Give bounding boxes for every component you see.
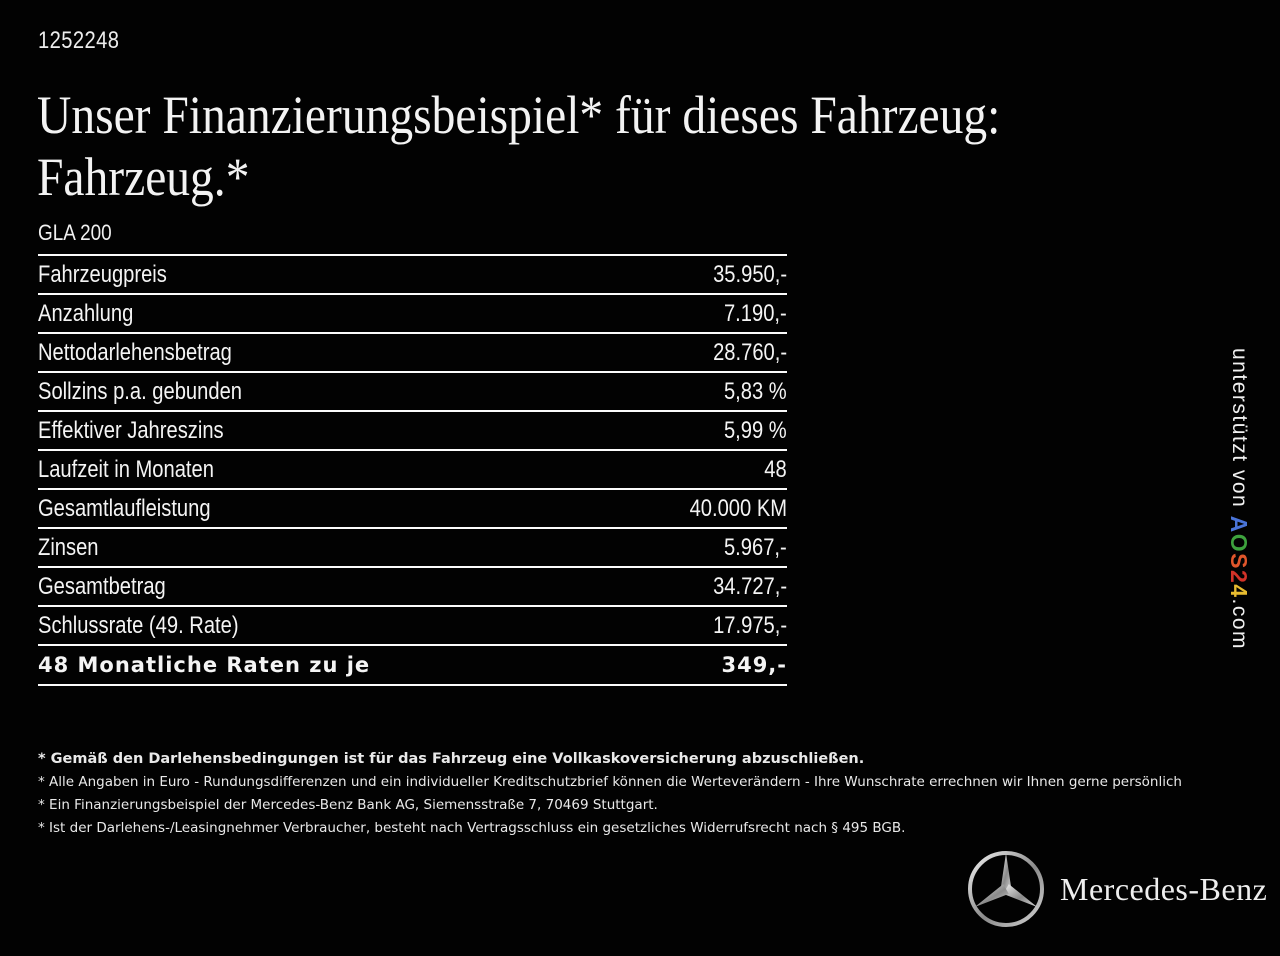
row-value: 5.967,- <box>724 533 787 561</box>
page-title-line2: Fahrzeug.* <box>37 147 250 207</box>
row-label: Sollzins p.a. gebunden <box>38 377 243 405</box>
row-value: 7.190,- <box>724 299 787 327</box>
brand-letter: 2 <box>1226 569 1252 585</box>
row-label: Nettodarlehensbetrag <box>38 338 232 366</box>
table-row: Zinsen 5.967,- <box>38 527 787 566</box>
support-banner-prefix: unterstützt von <box>1228 348 1251 516</box>
brand-logo: Mercedes-Benz <box>966 849 1267 929</box>
mercedes-star-icon <box>966 849 1046 929</box>
row-label: Fahrzeugpreis <box>38 260 167 288</box>
table-row: Gesamtlaufleistung 40.000 KM <box>38 488 787 527</box>
brand-letter: S <box>1226 553 1252 570</box>
table-row: Sollzins p.a. gebunden 5,83 % <box>38 371 787 410</box>
row-value: 5,83 % <box>724 377 787 405</box>
row-label: Gesamtlaufleistung <box>38 494 211 522</box>
table-row: Nettodarlehensbetrag 28.760,- <box>38 332 787 371</box>
row-value: 5,99 % <box>724 416 787 444</box>
table-row: Laufzeit in Monaten 48 <box>38 449 787 488</box>
table-row: Schlussrate (49. Rate) 17.975,- <box>38 605 787 644</box>
total-row-value: 349,- <box>721 653 787 677</box>
table-row: Gesamtbetrag 34.727,- <box>38 566 787 605</box>
footnote: * Alle Angaben in Euro - Rundungsdiffere… <box>38 774 1182 790</box>
row-label: Anzahlung <box>38 299 134 327</box>
finance-table: Fahrzeugpreis 35.950,- Anzahlung 7.190,-… <box>38 254 787 686</box>
brand-letter: O <box>1226 533 1252 554</box>
row-label: Effektiver Jahreszins <box>38 416 224 444</box>
footnote: * Gemäß den Darlehensbedingungen ist für… <box>38 751 865 767</box>
row-label: Zinsen <box>38 533 99 561</box>
row-label: Gesamtbetrag <box>38 572 166 600</box>
row-value: 40.000 KM <box>689 494 787 522</box>
footnote: * Ein Finanzierungsbeispiel der Mercedes… <box>38 797 658 813</box>
brand-letter: 4 <box>1226 584 1252 599</box>
support-banner-suffix: .com <box>1228 598 1251 651</box>
row-value: 48 <box>764 455 787 483</box>
row-value: 35.950,- <box>713 260 787 288</box>
page-title: Unser Finanzierungsbeispiel* für dieses … <box>37 84 1000 208</box>
row-value: 34.727,- <box>713 572 787 600</box>
page-title-line1: Unser Finanzierungsbeispiel* für dieses … <box>37 85 1001 145</box>
ref-number: 1252248 <box>38 27 120 54</box>
support-banner: unterstützt von AOS24.com <box>1225 348 1252 708</box>
table-total-row: 48 Monatliche Raten zu je 349,- <box>38 644 787 686</box>
brand-letter: A <box>1226 515 1252 534</box>
total-row-label: 48 Monatliche Raten zu je <box>38 653 371 677</box>
row-label: Laufzeit in Monaten <box>38 455 214 483</box>
row-value: 28.760,- <box>713 338 787 366</box>
table-row: Anzahlung 7.190,- <box>38 293 787 332</box>
footnotes: * Gemäß den Darlehensbedingungen ist für… <box>38 748 1182 840</box>
footnote: * Ist der Darlehens-/Leasingnehmer Verbr… <box>38 820 906 836</box>
brand-wordmark: Mercedes-Benz <box>1060 870 1268 907</box>
table-row: Effektiver Jahreszins 5,99 % <box>38 410 787 449</box>
model-label: GLA 200 <box>38 220 112 245</box>
row-label: Schlussrate (49. Rate) <box>38 611 239 639</box>
row-value: 17.975,- <box>713 611 787 639</box>
table-row: Fahrzeugpreis 35.950,- <box>38 254 787 293</box>
